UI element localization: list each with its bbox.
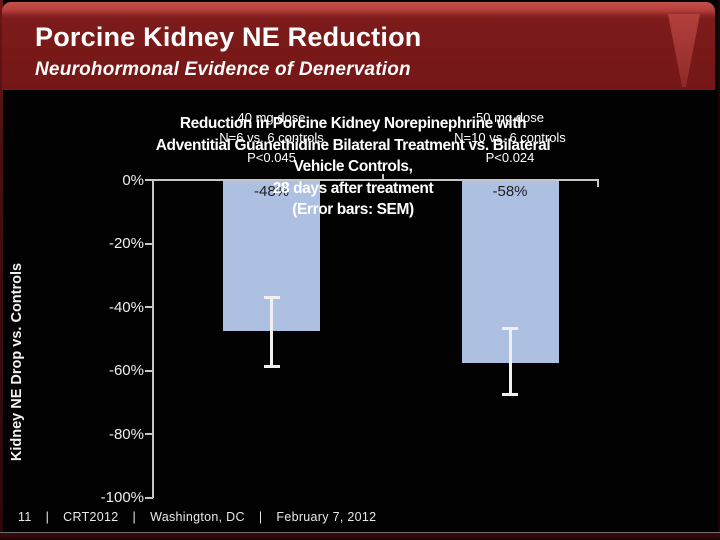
y-tick-mark xyxy=(145,433,153,435)
y-tick-label: -60% xyxy=(108,362,144,379)
y-tick-mark xyxy=(145,369,153,372)
y-tick-label: -80% xyxy=(108,425,144,443)
zero-axis-line xyxy=(152,179,599,181)
chart-title: Reduction in Porcine Kidney Norepinephri… xyxy=(123,113,583,221)
y-axis-title: Kidney NE Drop vs. Controls xyxy=(9,262,25,462)
footer-separator: | xyxy=(132,510,137,524)
footer-date: February 7, 2012 xyxy=(276,510,377,524)
error-bar-line xyxy=(508,328,512,396)
chart-title-line: Vehicle Controls, xyxy=(293,158,413,175)
header-banner: Porcine Kidney NE Reduction Neurohormona… xyxy=(2,2,715,90)
footer: 11 | CRT2012 | Washington, DC | February… xyxy=(18,510,376,524)
bar-annotation-stack: 50 mg dose N=10 vs. 6 controls P<0.024 xyxy=(400,108,620,168)
error-bar-line xyxy=(270,296,273,367)
left-border-accent xyxy=(0,0,3,540)
y-axis-line xyxy=(152,179,154,498)
error-bar-cap-bottom xyxy=(502,393,518,397)
p-value-label: P<0.024 xyxy=(485,150,535,165)
n-label: N=6 vs. 6 controls xyxy=(219,130,324,145)
n-label: N=10 vs. 6 controls xyxy=(454,130,566,145)
error-bar-cap-top xyxy=(502,327,518,331)
y-tick-label: -100% xyxy=(100,489,144,506)
error-bar-cap-bottom xyxy=(263,364,280,368)
page-number: 11 xyxy=(18,510,32,524)
category-tick-right xyxy=(597,179,599,187)
banner-ribbon-decoration xyxy=(668,14,700,87)
footer-location: Washington, DC xyxy=(150,510,245,524)
error-bar-cap-top xyxy=(263,295,280,299)
y-tick-mark xyxy=(145,306,153,308)
footer-separator: | xyxy=(258,510,263,524)
right-border-accent xyxy=(718,0,720,540)
y-tick-label: -20% xyxy=(108,235,144,252)
chart-title-line: Adventitial Guanethidine Bilateral Treat… xyxy=(155,136,551,154)
y-tick-mark xyxy=(145,242,153,245)
dose-label: 40 mg dose xyxy=(237,110,306,125)
category-tick-mid xyxy=(382,174,384,181)
p-value-label: P<0.045 xyxy=(247,150,296,165)
slide-title: Porcine Kidney NE Reduction xyxy=(35,22,422,52)
bar-annotation-stack: 40 mg dose N=6 vs. 6 controls P<0.045 xyxy=(162,108,382,168)
bar-value-label: -48% xyxy=(253,183,290,200)
bar-value-label: -58% xyxy=(492,183,528,200)
footer-conference: CRT2012 xyxy=(63,510,119,524)
y-tick-mark xyxy=(145,179,153,181)
dose-label: 50 mg dose xyxy=(476,110,544,125)
y-tick-label: -40% xyxy=(108,298,144,316)
slide-subtitle: Neurohormonal Evidence of Denervation xyxy=(35,59,411,80)
chart-title-line: (Error bars: SEM) xyxy=(292,201,414,218)
chart-title-line: Reduction in Porcine Kidney Norepinephri… xyxy=(179,115,527,132)
bottom-border xyxy=(0,532,720,540)
footer-separator: | xyxy=(45,510,50,524)
y-tick-label: 0% xyxy=(122,171,144,189)
chart-title-line: 28 days after treatment xyxy=(272,179,434,197)
y-tick-mark xyxy=(145,496,153,499)
